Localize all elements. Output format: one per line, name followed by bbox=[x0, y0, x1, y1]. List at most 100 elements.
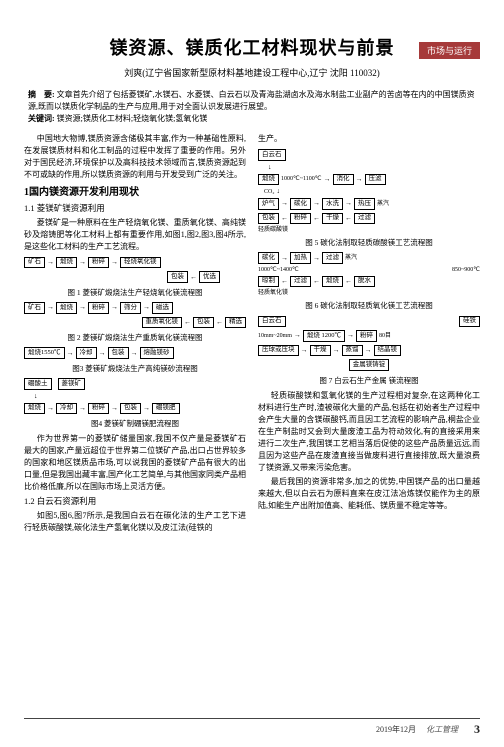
arrow-icon: → bbox=[111, 304, 118, 311]
arrow-icon: ← bbox=[281, 215, 288, 222]
flow-node: 热压 bbox=[354, 198, 375, 210]
flow-node: 过滤 bbox=[290, 276, 311, 288]
footer-page-number: 3 bbox=[474, 722, 480, 737]
flow-node: 粉碎 bbox=[88, 302, 109, 314]
flow-node: 精选 bbox=[225, 317, 246, 329]
arrow-icon: → bbox=[131, 350, 138, 357]
co2-label: CO₂ bbox=[264, 189, 274, 195]
flow-node: 轻烧氧化镁 bbox=[120, 257, 161, 269]
size-label: 10mm~20mm bbox=[258, 333, 292, 339]
flow-node: 筛分 bbox=[120, 302, 141, 314]
flow-node: 硼酸土 bbox=[24, 378, 52, 390]
figure-2-flowchart: 矿石 → 煅烧 → 粉碎 → 筛分 → 磁选 重质氧化镁 ← 包装 ← 精选 bbox=[24, 302, 246, 328]
flow-node: 矿石 bbox=[24, 257, 45, 269]
flow-node: 硼镁肥 bbox=[152, 403, 180, 415]
flow-node: 碳化 bbox=[258, 252, 279, 264]
flow-node: 晾制 bbox=[258, 276, 279, 288]
abstract-block: 摘 要: 文章首先介绍了包括菱镁矿,水镁石、水菱镁、白云石以及青海盐湖卤水及海水… bbox=[28, 89, 476, 125]
arrow-icon: ← bbox=[345, 278, 352, 285]
footer-date: 2019年12月 bbox=[376, 724, 416, 735]
arrow-icon: → bbox=[294, 332, 301, 339]
author-line: 刘爽(辽宁省国家新型原材料基地建设工程中心,辽宁 沈阳 110032) bbox=[0, 66, 504, 79]
figure-1-caption: 图 1 菱镁矿煅烧法生产轻烧氧化镁流程图 bbox=[24, 287, 246, 298]
arrow-icon: ← bbox=[216, 319, 223, 326]
flow-node: 干燥 bbox=[322, 213, 343, 225]
arrow-icon: → bbox=[79, 405, 86, 412]
intro-para: 中国地大物博,镁质资源含储极其丰富,作为一种基础性原料,在发展镁质材料和化工制品… bbox=[24, 133, 246, 181]
flow-node: 磁选 bbox=[152, 302, 173, 314]
figure-7-caption: 图 7 白云石生产金属 镁流程图 bbox=[258, 375, 480, 386]
temp-label: 1000℃~1100℃ bbox=[281, 176, 322, 182]
figure-6-caption: 图 6 碳化法制取轻质氧化镁工艺流程图 bbox=[258, 300, 480, 311]
flow-node: 煅烧 bbox=[56, 257, 77, 269]
figure-4-flowchart: 硼酸土 菱镁矿 ↓ 煅烧 → 冷却 → 粉碎 → 包装 → 硼镁肥 bbox=[24, 378, 246, 414]
arrow-icon: → bbox=[143, 304, 150, 311]
flow-node: 白云石 bbox=[258, 149, 286, 161]
figure-4-caption: 图4 菱镁矿制硼镁肥流程图 bbox=[24, 418, 246, 429]
arrow-icon: → bbox=[99, 350, 106, 357]
flow-node: 菱镁矿 bbox=[58, 378, 86, 390]
product-label: 轻质碳酸镁 bbox=[258, 227, 288, 233]
flow-node: 冷却 bbox=[76, 347, 97, 359]
arrow-icon: ← bbox=[184, 319, 191, 326]
temp-label: 1000℃~1400℃ bbox=[258, 267, 299, 273]
arrow-icon: → bbox=[301, 347, 308, 354]
flow-node: 煅烧 1200℃ bbox=[303, 330, 345, 342]
flow-node: 硅铁 bbox=[459, 316, 480, 328]
flow-node: 包装 bbox=[120, 403, 141, 415]
arrow-icon: → bbox=[79, 259, 86, 266]
left-column: 中国地大物博,镁质资源含储极其丰富,作为一种基础性原料,在发展镁质材料和化工制品… bbox=[24, 133, 246, 536]
figure-1-flowchart: 矿石 → 煅烧 → 粉碎 → 轻烧氧化镁 包装 ← 优选 bbox=[24, 257, 246, 283]
figure-6-flowchart: 碳化 → 加热 → 过滤 蒸汽 1000℃~1400℃ 850~900℃ 晾制 … bbox=[258, 252, 480, 296]
arrow-icon: → bbox=[347, 332, 354, 339]
figure-2-caption: 图 2 菱镁矿煅烧法生产重质氧化镁流程图 bbox=[24, 332, 246, 343]
right-column: 生产。 白云石 ↓ 煅烧 1000℃~1100℃ → 消化 → 压滤 CO₂ ↓… bbox=[258, 133, 480, 536]
page-footer: 2019年12月 化工管理 3 bbox=[24, 718, 480, 737]
flow-node: 过滤 bbox=[322, 252, 343, 264]
flow-node: 矿石 bbox=[24, 302, 45, 314]
keywords-text: 镁资源;镁质化工材料;轻烧氧化镁;氢氧化镁 bbox=[57, 114, 208, 123]
abstract-label: 摘 要: bbox=[28, 90, 55, 99]
flow-node: 粉碎 bbox=[88, 403, 109, 415]
arrow-icon: ← bbox=[313, 278, 320, 285]
arrow-icon: → bbox=[79, 304, 86, 311]
flow-node: 煅烧1550℃ bbox=[24, 347, 65, 359]
flow-node: 煅烧 bbox=[56, 302, 77, 314]
para-1-1b: 作为世界第一的菱镁矿储量国家,我国不仅产量是菱镁矿石最大的国家,产量远超位于世界… bbox=[24, 433, 246, 493]
flow-node: 脱水 bbox=[354, 276, 375, 288]
temp-label: 850~900℃ bbox=[452, 267, 480, 273]
footer-magazine: 化工管理 bbox=[426, 724, 458, 735]
flow-node: 煅烧 bbox=[24, 403, 45, 415]
arrow-icon: → bbox=[333, 347, 340, 354]
flow-node: 碳化 bbox=[290, 198, 311, 210]
arrow-icon: ↓ bbox=[276, 188, 280, 195]
arrow-icon: → bbox=[345, 200, 352, 207]
flow-node: 优选 bbox=[199, 271, 220, 283]
flow-node: 包装 bbox=[258, 213, 279, 225]
continuation-text: 生产。 bbox=[258, 133, 480, 145]
flow-node: 冷却 bbox=[56, 403, 77, 415]
arrow-icon: → bbox=[47, 259, 54, 266]
para-r1: 轻质碳酸镁和氢氧化镁的生产过程相对复杂,在这两种化工材料进行生产时,渣被碳化大量… bbox=[258, 390, 480, 474]
arrow-icon: ← bbox=[345, 215, 352, 222]
flow-node: 包装 bbox=[167, 271, 188, 283]
flow-node: 煅烧 bbox=[258, 174, 279, 186]
arrow-icon: → bbox=[143, 405, 150, 412]
para-1-2a: 如图5,图6,图7所示,是我国白云石在碳化法的生产工艺下进行轻质碳酸镁,碳化法生… bbox=[24, 510, 246, 534]
flow-node: 干燥 bbox=[310, 345, 331, 357]
arrow-icon: ↓ bbox=[34, 393, 38, 400]
arrow-icon: → bbox=[111, 405, 118, 412]
arrow-icon: ← bbox=[313, 215, 320, 222]
para-r2: 最后我国的资源非常多,加之的优势,中国镁产品的出口量越来越大,但以白云石为原料直… bbox=[258, 476, 480, 512]
figure-5-flowchart: 白云石 ↓ 煅烧 1000℃~1100℃ → 消化 → 压滤 CO₂ ↓ 炉气 … bbox=[258, 149, 480, 233]
flow-node: 粉碎 bbox=[290, 213, 311, 225]
figure-3-flowchart: 煅烧1550℃ → 冷却 → 包装 → 熔融镁砂 bbox=[24, 347, 246, 359]
flow-node: 过滤 bbox=[354, 213, 375, 225]
figure-7-flowchart: 白云石 硅铁 10mm~20mm → 煅烧 1200℃ → 粉碎 80目 压球或… bbox=[258, 316, 480, 371]
arrow-icon: → bbox=[365, 347, 372, 354]
flow-node: 加热 bbox=[290, 252, 311, 264]
abstract-text: 文章首先介绍了包括菱镁矿,水镁石、水菱镁、白云石以及青海盐湖卤水及海水制盐工业副… bbox=[28, 90, 475, 111]
para-1-1a: 菱镁矿是一种原料在生产轻烧氧化镁、重质氧化镁、高纯镁砂及熔铸肥等化工材料上都有重… bbox=[24, 217, 246, 253]
section-1-2-heading: 1.2 白云石资源利用 bbox=[24, 495, 246, 508]
flow-node: 消化 bbox=[333, 174, 354, 186]
